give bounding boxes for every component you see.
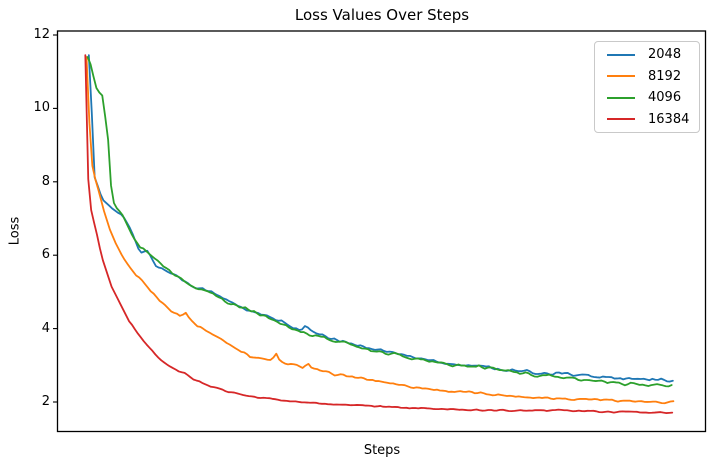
legend: 2048 8192 4096 16384 [594, 41, 700, 133]
legend-line-swatch [607, 75, 635, 78]
series-line-16384 [84, 54, 674, 414]
legend-entry-8192: 8192 [601, 66, 693, 88]
legend-entry-4096: 4096 [601, 87, 693, 109]
legend-line-swatch [607, 96, 635, 99]
axes-box [56, 30, 707, 433]
legend-label: 2048 [648, 47, 682, 62]
y-tick-label: 2 [41, 394, 50, 409]
series-line-8192 [85, 56, 675, 405]
series-line-4096 [86, 56, 673, 388]
legend-entry-2048: 2048 [601, 44, 693, 66]
legend-entry-16384: 16384 [601, 109, 693, 131]
y-tick-label: 12 [33, 27, 50, 42]
chart-title: Loss Values Over Steps [294, 6, 470, 24]
x-axis-label: Steps [363, 443, 401, 458]
legend-line-swatch [607, 53, 635, 56]
legend-label: 16384 [648, 111, 690, 127]
y-tick-label: 4 [41, 320, 50, 336]
legend-line-swatch [607, 118, 635, 121]
y-tick-label: 10 [33, 100, 50, 116]
y-axis-label: Loss [7, 216, 23, 246]
y-tick-label: 6 [41, 247, 50, 263]
y-tick-label: 8 [41, 173, 50, 189]
legend-label: 8192 [648, 68, 682, 84]
legend-label: 4096 [648, 90, 682, 105]
series-line-2048 [87, 54, 674, 383]
